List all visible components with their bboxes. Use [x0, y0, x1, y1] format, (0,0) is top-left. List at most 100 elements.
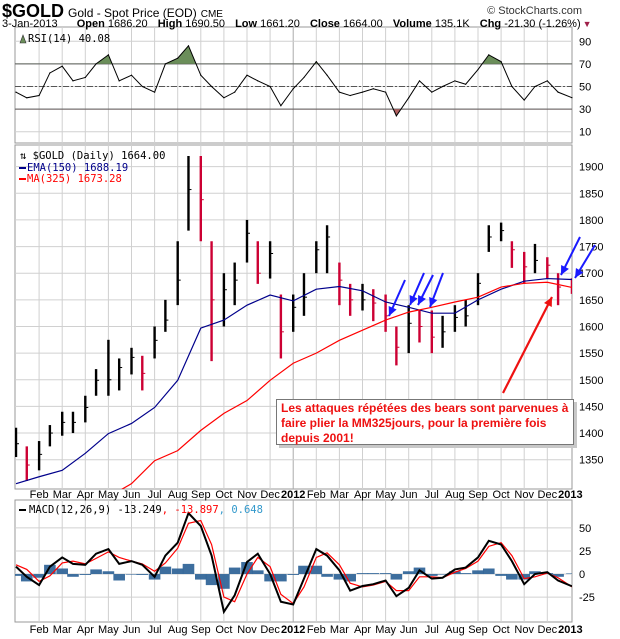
rsi-point: [269, 85, 271, 88]
macd-legend-signal: , -13.897: [162, 504, 219, 516]
high-value: 1690.50: [185, 18, 226, 30]
chg-label: Chg: [479, 18, 502, 30]
ohlc-bar: [71, 411, 76, 434]
rsi-point: [223, 97, 225, 99]
low-value: 1661.20: [260, 18, 300, 30]
y-tick-label: 10: [579, 127, 591, 139]
rsi-point: [61, 65, 63, 67]
macd-histogram-bar: [472, 570, 484, 575]
rsi-point: [210, 85, 213, 88]
rsi-point: [372, 88, 374, 90]
y-tick-label: 1850: [579, 188, 603, 200]
macd-histogram-bar: [379, 573, 392, 575]
x-tick-label-bottom: Mar: [330, 624, 349, 636]
macd-histogram-bar: [125, 574, 138, 575]
macd-legend-histogram: , 0.648: [219, 504, 263, 516]
macd-panel: -25 0 25 50: [14, 499, 595, 623]
ohlc-bar: [441, 315, 446, 348]
macd-histogram-bar: [33, 574, 45, 578]
ohlc-bar: [233, 262, 238, 306]
rsi-point: [326, 74, 328, 76]
rsi-point: [177, 57, 179, 59]
x-tick-label-middle: Jul: [148, 489, 162, 501]
rsi-point: [234, 91, 236, 93]
macd-histogram-bar: [529, 571, 541, 575]
rsi-point: [107, 54, 109, 56]
close-label: Close: [309, 18, 340, 30]
y-tick-label: 30: [579, 104, 591, 116]
high-label: High: [157, 18, 183, 30]
ohlc-bar: [464, 299, 469, 327]
red-arrow-icon: [502, 296, 553, 394]
ohlc-bar: [15, 427, 19, 458]
rsi-icon: [19, 34, 27, 44]
price-series: [15, 155, 572, 489]
x-tick-label-bottom: 2012: [281, 624, 305, 636]
rsi-point: [477, 68, 479, 71]
ohlc-bar: [570, 278, 572, 294]
x-tick-label-middle: Jun: [400, 489, 418, 501]
x-tick-label-middle: Mar: [53, 489, 72, 501]
ohlc-bar: [210, 241, 215, 362]
annotation-line: faire plier la MM325jours, pour la premi…: [281, 416, 547, 430]
ma-legend: MA(325) 1673.28: [27, 173, 122, 185]
ohlc-bar: [533, 243, 538, 274]
ohlc-bar: [48, 425, 53, 447]
ma-325-line: [121, 281, 572, 489]
rsi-point: [349, 94, 351, 97]
ohlc-bar: [384, 294, 389, 332]
macd-histogram-bar: [67, 574, 79, 577]
macd-histogram-bar: [310, 565, 323, 575]
ohlc-bar: [348, 283, 354, 316]
y-tick-label: 70: [579, 59, 591, 71]
x-tick-label-middle: Oct: [215, 489, 232, 501]
macd-histogram-bar: [228, 567, 241, 575]
x-tick-label-middle: 2013: [558, 489, 582, 501]
ohlc-bar: [164, 299, 169, 332]
x-tick-label-bottom: Mar: [53, 624, 72, 636]
macd-histogram-bar: [159, 566, 172, 575]
rsi-point: [49, 72, 51, 74]
volume-label: Volume: [392, 18, 432, 30]
ohlc-bar: [418, 310, 423, 343]
x-tick-label-middle: Apr: [77, 489, 94, 501]
annotation-line: Les attaques répétées des bears sont par…: [281, 401, 569, 415]
macd-histogram-bar: [264, 574, 276, 582]
macd-histogram-bar: [426, 574, 438, 576]
ohlc-bar: [372, 289, 377, 322]
chart-header: $GOLD Gold - Spot Price (EOD) CME © StockC…: [2, 1, 618, 21]
x-tick-label-middle: Oct: [493, 489, 510, 501]
x-tick-label-middle: Sep: [191, 489, 211, 501]
ohlc-bar: [487, 225, 492, 252]
ohlc-bar: [222, 273, 227, 327]
x-tick-label-bottom: May: [98, 624, 119, 636]
quote-line: 3-Jan-2013 Open 1686.20 High 1690.50 Low…: [2, 18, 618, 31]
rsi-point: [418, 80, 421, 82]
ohlc-bar: [499, 222, 505, 242]
rsi-point: [546, 80, 548, 82]
rsi-point: [571, 97, 573, 99]
blue-arrow-icon: [574, 244, 596, 279]
y-tick-label: 1450: [579, 401, 603, 413]
macd-histogram-bar: [275, 574, 287, 582]
macd-histogram-bar: [402, 571, 415, 575]
macd-histogram-bar: [298, 565, 310, 575]
macd-histogram-bar: [90, 569, 102, 575]
x-tick-label-middle: Nov: [237, 489, 257, 501]
rsi-point: [200, 74, 202, 76]
macd-histogram-bar: [136, 574, 149, 575]
rsi-point: [338, 91, 340, 93]
macd-histogram-bar: [15, 574, 22, 576]
ohlc-bar: [256, 241, 261, 284]
macd-histogram-bar: [566, 573, 572, 575]
blue-arrow-icon-head: [575, 268, 584, 278]
open-value: 1686.20: [107, 18, 148, 30]
x-tick-label-bottom: Aug: [168, 624, 188, 636]
macd-histogram-bar: [79, 574, 92, 575]
rsi-point: [361, 91, 364, 93]
rsi-point: [511, 85, 513, 88]
x-tick-label-middle: Jun: [123, 489, 141, 501]
macd-legend: MACD(12,26,9) -13.249, -13.897, 0.648: [29, 504, 263, 516]
ema-150-line: [15, 277, 572, 485]
blue-arrow-icon: [560, 236, 581, 276]
